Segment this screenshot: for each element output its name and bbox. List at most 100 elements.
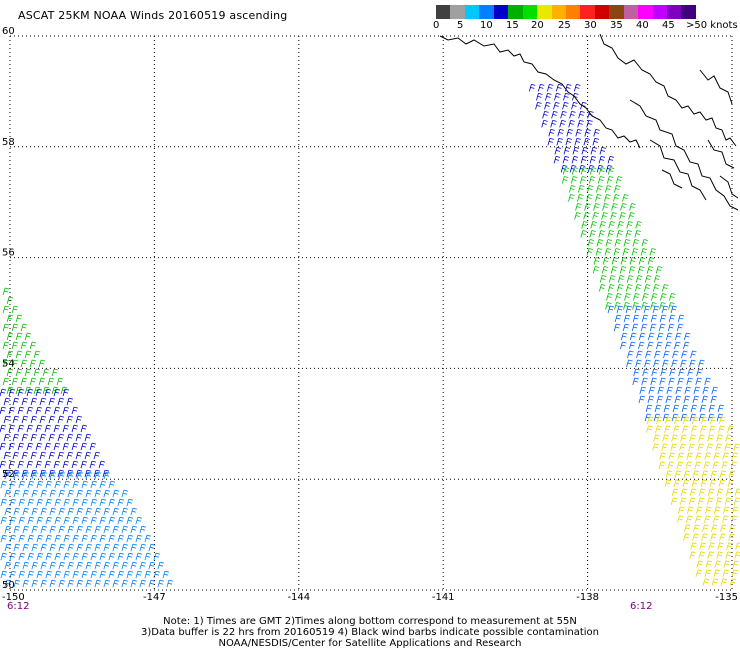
wind-barb	[702, 524, 709, 532]
wind-barb	[593, 129, 600, 137]
wind-barb	[674, 395, 682, 404]
wind-barb	[58, 489, 65, 498]
wind-barb	[723, 560, 730, 568]
wind-barb	[6, 314, 14, 323]
wind-barb	[27, 534, 34, 543]
wind-barb	[40, 489, 47, 498]
wind-barb	[99, 480, 106, 489]
wind-barb	[33, 368, 41, 377]
wind-barb	[80, 442, 88, 451]
scale-label: 25	[558, 20, 571, 31]
wind-barb	[9, 516, 16, 525]
wind-barb	[683, 341, 690, 350]
wind-barb	[75, 415, 83, 424]
wind-barb	[648, 386, 655, 395]
wind-barb	[13, 471, 20, 480]
wind-barb	[595, 194, 602, 202]
wind-barb	[622, 194, 629, 202]
wind-barb	[121, 543, 128, 552]
wind-barb	[22, 561, 29, 570]
wind-barb	[31, 543, 38, 552]
wind-barb	[11, 305, 19, 314]
wind-barb	[21, 415, 29, 424]
wind-barb	[598, 167, 606, 175]
wind-barb	[620, 203, 627, 211]
wind-barb	[67, 525, 74, 534]
wind-barb	[94, 489, 101, 498]
wind-barb	[84, 451, 92, 460]
wind-barb	[90, 534, 97, 543]
wind-barb	[655, 425, 662, 433]
wind-barb	[607, 284, 615, 292]
swath-time-left: 6:12	[7, 601, 30, 612]
wind-barb	[696, 368, 703, 377]
wind-barb	[725, 434, 732, 442]
wind-barb	[665, 416, 672, 424]
scale-swatch	[450, 5, 465, 19]
wind-barb	[571, 167, 579, 175]
wind-barb	[144, 552, 151, 561]
wind-barb	[93, 469, 101, 478]
wind-barb	[686, 506, 694, 514]
wind-barb	[581, 147, 589, 155]
wind-barb	[42, 386, 50, 395]
wind-barb	[58, 543, 65, 552]
wind-barb	[683, 416, 690, 424]
scale-swatch	[623, 5, 639, 19]
wind-barb	[554, 93, 561, 101]
wind-barb	[670, 305, 678, 314]
wind-barb	[94, 561, 101, 570]
wind-barb	[627, 350, 634, 359]
wind-barb	[166, 579, 173, 588]
wind-barb	[716, 551, 723, 559]
wind-barb	[30, 451, 38, 460]
wind-barb	[11, 377, 19, 386]
wind-barb	[718, 479, 726, 487]
wind-barb	[103, 507, 110, 516]
wind-barb	[12, 469, 20, 478]
note-line-3: NOAA/NESDIS/Center for Satellite Applica…	[218, 638, 522, 649]
wind-barb	[24, 368, 32, 377]
wind-barb	[112, 489, 119, 498]
wind-barb	[49, 579, 56, 588]
wind-barb	[11, 323, 19, 332]
wind-barb	[0, 442, 7, 451]
wind-barb	[544, 102, 551, 110]
wind-barb	[3, 451, 11, 460]
wind-barb	[620, 341, 627, 350]
wind-barb	[675, 386, 682, 395]
scale-swatch	[609, 5, 624, 19]
wind-barb	[108, 498, 115, 507]
wind-barb	[21, 469, 29, 478]
wind-barb	[598, 230, 605, 238]
wind-barb	[121, 579, 128, 588]
wind-barb	[689, 434, 696, 442]
wind-barb	[0, 424, 7, 433]
wind-barb	[689, 488, 697, 496]
wind-barb	[731, 506, 739, 514]
wind-barb	[726, 542, 733, 550]
wind-barb	[622, 323, 630, 332]
wind-barb	[557, 129, 564, 137]
wind-barb	[40, 525, 47, 534]
wind-barb	[607, 230, 614, 238]
wind-barb	[31, 471, 38, 480]
coastline	[439, 33, 739, 211]
wind-barb	[36, 480, 43, 489]
wind-barb	[713, 515, 720, 523]
wind-barb	[49, 489, 56, 498]
wind-barb	[719, 533, 726, 541]
wind-barb	[678, 368, 685, 377]
lat-tick-label: 52	[2, 469, 15, 480]
wind-barb	[689, 551, 696, 559]
wind-barb	[649, 323, 657, 332]
wind-barb	[121, 561, 128, 570]
wind-barb	[26, 460, 34, 469]
wind-barb	[665, 395, 673, 404]
wind-barb	[614, 239, 622, 247]
wind-barb	[13, 543, 20, 552]
wind-barb	[148, 543, 155, 552]
wind-barb	[698, 551, 705, 559]
wind-barb	[81, 498, 88, 507]
wind-barb	[562, 167, 570, 175]
